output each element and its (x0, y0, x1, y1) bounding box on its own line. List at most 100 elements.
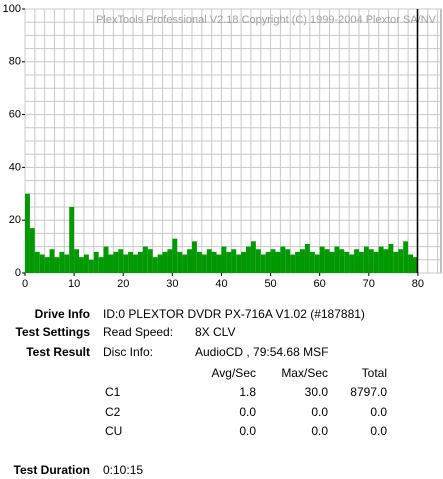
bar (334, 246, 340, 273)
bar (344, 251, 350, 273)
label: Drive Info (34, 307, 90, 321)
bar (373, 251, 379, 273)
bar (211, 251, 217, 273)
bar (83, 254, 89, 273)
bar (172, 238, 178, 273)
cell: 0.0 (239, 404, 256, 419)
x-tick-label: 60 (314, 278, 326, 290)
bar (363, 246, 369, 273)
bar (93, 251, 99, 273)
label: Test Settings (15, 325, 90, 339)
bar (280, 246, 286, 273)
bar (59, 251, 65, 273)
bar (157, 254, 163, 273)
cell: 0.0 (311, 424, 328, 438)
bar (368, 249, 374, 273)
cell: 0.0 (370, 404, 387, 419)
bar (113, 251, 119, 273)
bar (290, 254, 296, 273)
bar (324, 249, 330, 273)
x-tick-label: 20 (117, 278, 129, 290)
bar (25, 193, 30, 273)
key: Disc Info: (103, 345, 154, 359)
bar (44, 257, 50, 273)
bar (177, 251, 183, 273)
bar (39, 254, 45, 273)
bar (147, 249, 153, 273)
cell: 0.0 (370, 424, 387, 438)
watermark: PlexTools Professional V2.18 Copyright (… (96, 14, 437, 26)
row-label: C2 (105, 404, 121, 419)
y-tick-label: 20 (9, 214, 21, 226)
bar (142, 246, 148, 273)
row-label: C1 (105, 385, 121, 399)
x-tick-label: 30 (166, 278, 178, 290)
bar (88, 259, 94, 273)
bar (182, 254, 188, 273)
bar (226, 251, 232, 273)
bar (413, 257, 418, 273)
value: AudioCD , 79:54.68 MSF (195, 345, 329, 359)
bar (275, 251, 281, 273)
bar (64, 254, 70, 273)
bar (29, 228, 35, 273)
bar (79, 257, 84, 273)
x-tick-label: 0 (22, 278, 28, 290)
key: Read Speed: (103, 325, 174, 339)
bar (152, 257, 158, 273)
row-label: CU (105, 424, 123, 438)
bar (403, 241, 409, 273)
bar (201, 254, 207, 273)
bar (54, 257, 60, 273)
bar (349, 254, 355, 273)
bar (354, 249, 359, 273)
bar (383, 249, 389, 273)
label: Test Duration (13, 463, 90, 477)
bar (270, 249, 276, 273)
bar (69, 207, 75, 273)
bar (221, 246, 227, 273)
bar (216, 254, 222, 273)
bar (236, 254, 242, 273)
value: ID:0 PLEXTOR DVDR PX-716A V1.02 (#187881… (103, 307, 365, 321)
x-tick-label: 10 (68, 278, 80, 290)
bar (191, 241, 197, 273)
bar (187, 249, 192, 273)
chart: PlexTools Professional V2.18 Copyright (… (3, 3, 442, 290)
column-header: Max/Sec (281, 366, 328, 380)
bar (108, 254, 114, 273)
bar (285, 249, 291, 273)
bar (246, 246, 251, 273)
column-header: Total (361, 366, 387, 380)
x-tick-label: 40 (215, 278, 227, 290)
bar (250, 241, 256, 273)
y-tick-label: 100 (3, 3, 21, 15)
y-tick-label: 40 (9, 161, 21, 173)
bar (98, 257, 104, 273)
bar (255, 249, 261, 273)
cell: 30.0 (304, 385, 328, 399)
bar (128, 251, 134, 273)
cell: 0.0 (311, 404, 328, 419)
bar (408, 254, 414, 273)
bar (118, 249, 124, 273)
bar (295, 251, 301, 273)
bar (393, 251, 399, 273)
bar (265, 251, 271, 273)
label: Test Result (26, 345, 90, 359)
x-tick-label: 50 (264, 278, 276, 290)
bar (231, 249, 237, 273)
bar (378, 246, 384, 273)
value: 0:10:15 (103, 463, 144, 477)
bar (314, 254, 320, 273)
y-tick-label: 60 (9, 109, 21, 121)
bar (329, 251, 335, 273)
bar (103, 246, 109, 273)
bar (304, 243, 310, 273)
bar (358, 251, 364, 273)
bar (74, 249, 80, 273)
bar (133, 254, 138, 273)
y-tick-label: 0 (15, 267, 21, 279)
bar (123, 254, 129, 273)
